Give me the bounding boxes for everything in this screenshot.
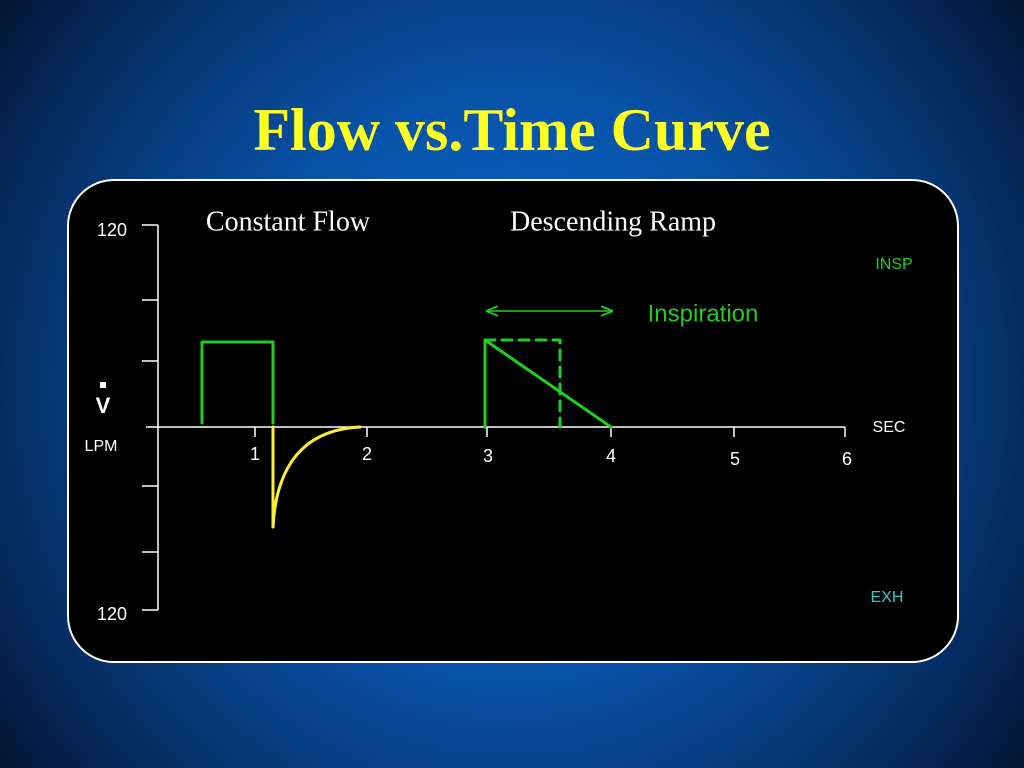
exh-label: EXH	[871, 589, 904, 606]
slide-title: Flow vs.Time Curve	[253, 97, 770, 163]
heading: Descending Ramp	[510, 206, 716, 237]
dashed-reference	[483, 338, 562, 429]
x-tick-label: 3	[483, 446, 493, 466]
axes	[142, 224, 846, 611]
x-tick-label: 2	[362, 444, 372, 464]
v-dot	[100, 382, 106, 388]
y-label: 120	[97, 604, 127, 624]
y-label: 120	[97, 220, 127, 240]
expiratory-flow-wave	[271, 425, 362, 529]
insp-label: INSP	[875, 256, 912, 273]
x-tick-label: 1	[250, 444, 260, 464]
y-unit: LPM	[85, 438, 118, 455]
diagram-panel	[67, 179, 959, 663]
heading: Constant Flow	[206, 206, 371, 237]
annotation: Inspiration	[648, 300, 759, 327]
y-symbol: V	[96, 393, 111, 418]
constant-flow-wave	[200, 340, 275, 425]
x-tick-label: 5	[730, 449, 740, 469]
x-tick-label: 4	[606, 446, 616, 466]
x-tick-label: 6	[842, 449, 852, 469]
x-unit: SEC	[873, 419, 906, 436]
